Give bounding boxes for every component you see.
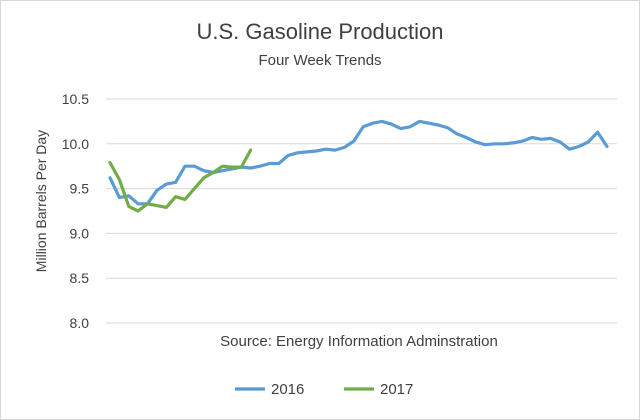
y-axis-ticks: 8.0 8.5 9.0 9.5 10.0 10.5 xyxy=(62,91,89,331)
series-line-2017 xyxy=(108,148,253,213)
y-axis-label: Million Barrels Per Day xyxy=(33,130,49,272)
y-tick-label: 8.5 xyxy=(70,270,90,286)
y-tick-label: 10.0 xyxy=(62,136,89,152)
chart-subtitle: Four Week Trends xyxy=(258,52,382,69)
y-tick-label: 9.5 xyxy=(70,181,90,197)
series-line-2016 xyxy=(108,119,609,206)
series-lines xyxy=(108,119,609,213)
legend-label-2017: 2017 xyxy=(380,381,413,398)
legend: 2016 2017 xyxy=(235,381,413,398)
gridlines xyxy=(106,98,617,324)
y-tick-label: 10.5 xyxy=(62,91,89,107)
legend-label-2016: 2016 xyxy=(271,381,304,398)
chart-title: U.S. Gasoline Production xyxy=(196,19,444,44)
y-tick-label: 8.0 xyxy=(70,315,90,331)
source-annotation: Source: Energy Information Adminstration xyxy=(220,333,498,350)
y-tick-label: 9.0 xyxy=(70,225,90,241)
